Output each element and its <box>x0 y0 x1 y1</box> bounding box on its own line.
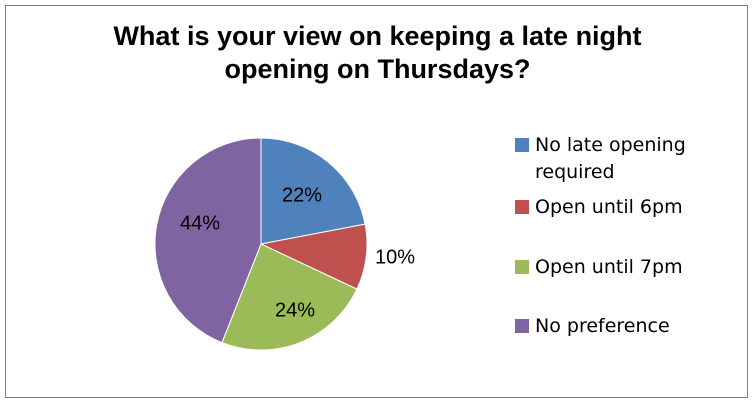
legend-swatch-3 <box>515 319 529 333</box>
pie-slice-no-preference <box>154 137 262 344</box>
legend-label-1: Open until 6pm <box>535 196 683 218</box>
legend-label-3: No preference <box>535 315 670 337</box>
legend-label-2: Open until 7pm <box>535 256 683 278</box>
chart-title: What is your view on keeping a late nigh… <box>0 20 755 86</box>
chart-title-line-1: What is your view on keeping a late nigh… <box>113 21 642 51</box>
slice-label-2: 24% <box>274 299 316 322</box>
pie-slice-no-late-opening <box>260 137 366 245</box>
legend-swatch-1 <box>515 200 529 214</box>
legend-swatch-2 <box>515 260 529 274</box>
legend-swatch-0 <box>515 138 529 152</box>
chart-frame <box>5 5 748 398</box>
chart-title-line-2: opening on Thursdays? <box>224 54 531 84</box>
pie-slice-open-until-7pm <box>221 243 358 351</box>
legend-label-0-line-1: No late opening <box>535 134 686 156</box>
slice-label-1: 10% <box>374 246 416 269</box>
legend-label-0-line-2: required <box>535 161 615 183</box>
slice-label-0: 22% <box>281 184 323 207</box>
legend-label-0: No late opening required <box>535 132 735 186</box>
slice-label-3: 44% <box>179 212 221 235</box>
